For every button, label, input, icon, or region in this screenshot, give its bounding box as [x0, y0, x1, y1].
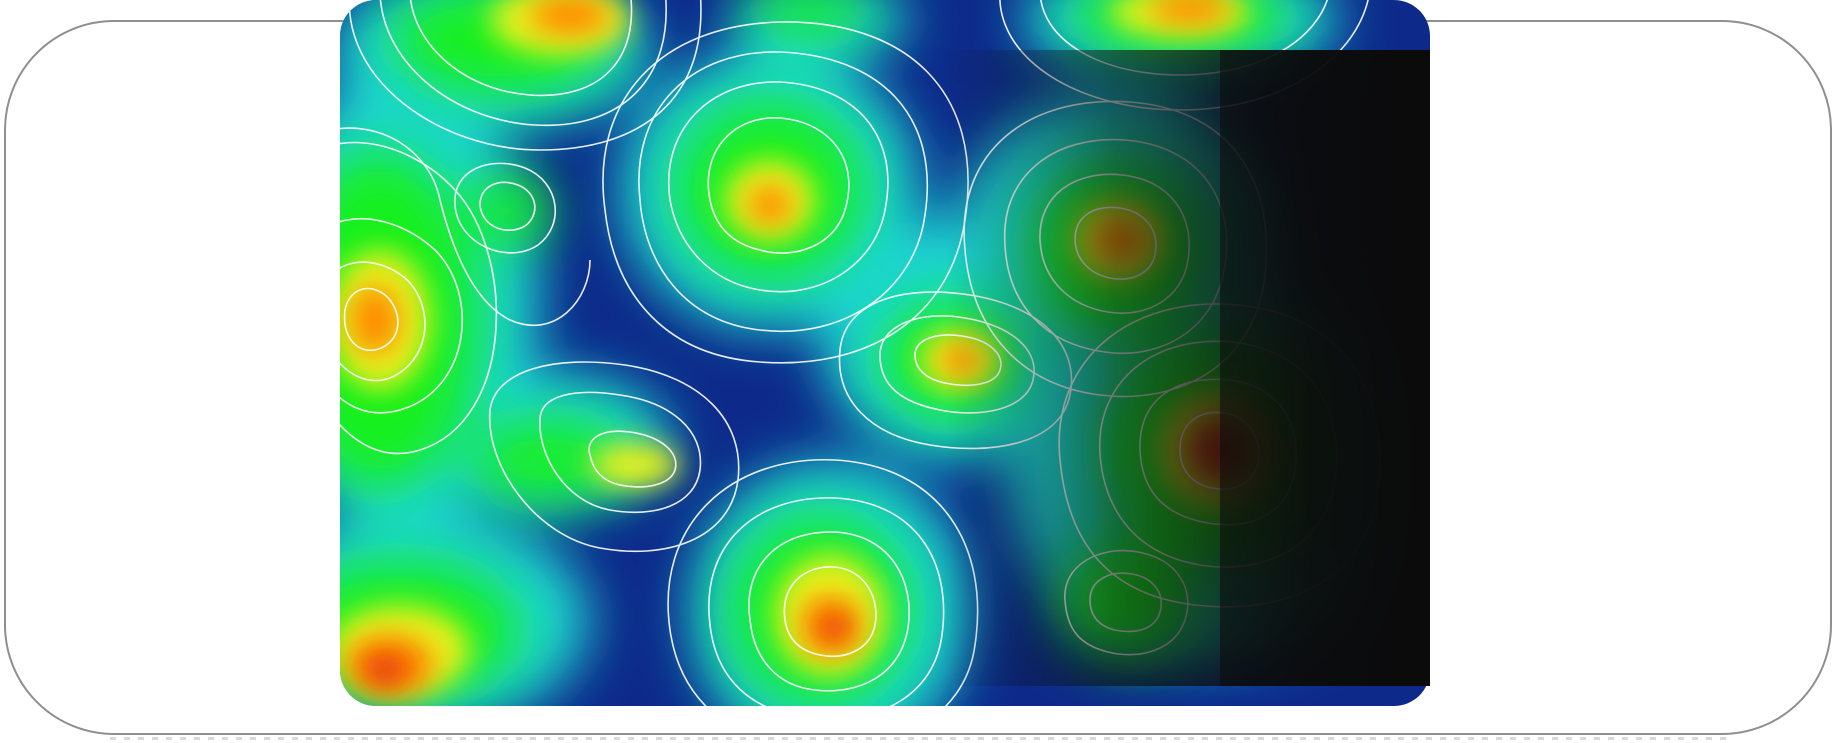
heatmap-panel [340, 0, 1430, 706]
heatmap-svg [340, 0, 1430, 706]
dotted-divider [110, 737, 1726, 740]
dark-overlay-solid [1220, 50, 1430, 686]
